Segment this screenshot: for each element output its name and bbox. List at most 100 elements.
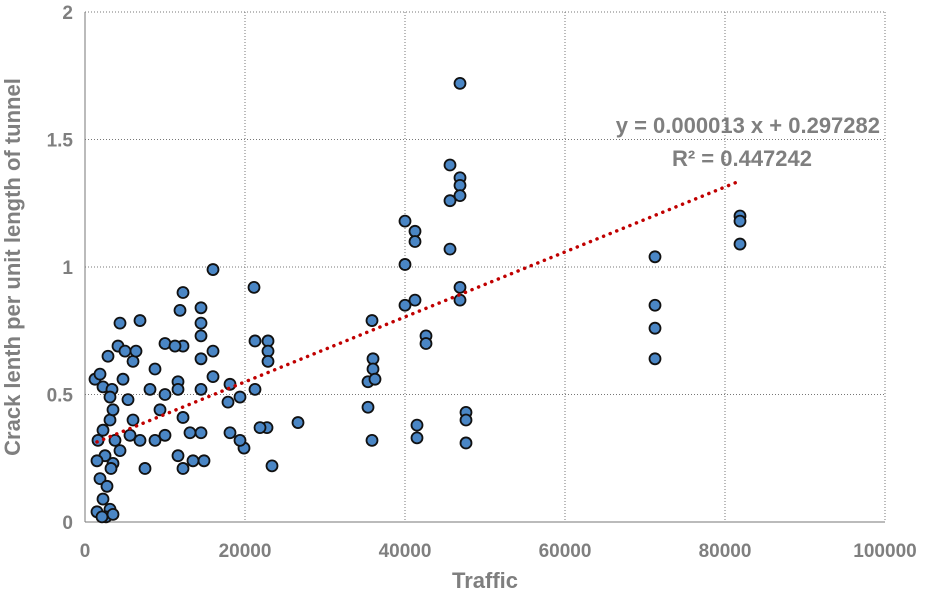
data-point xyxy=(261,354,275,368)
data-point xyxy=(93,367,107,381)
data-point xyxy=(176,286,190,299)
data-point xyxy=(171,449,185,463)
data-point xyxy=(96,423,110,437)
data-point xyxy=(410,418,424,432)
data-point xyxy=(247,280,261,294)
data-point xyxy=(206,344,220,358)
data-point xyxy=(103,390,117,404)
data-point xyxy=(113,316,127,330)
data-point xyxy=(366,362,380,376)
data-point xyxy=(733,237,747,251)
data-point xyxy=(361,400,375,414)
r-squared: R² = 0.447242 xyxy=(672,146,812,171)
data-point xyxy=(253,421,267,435)
data-point xyxy=(398,258,412,271)
y-axis-label: Crack lenth per unit length of tunnel xyxy=(0,78,25,456)
data-point xyxy=(398,214,412,228)
data-point xyxy=(648,352,662,366)
data-point xyxy=(398,298,412,312)
data-point xyxy=(365,433,379,447)
data-point xyxy=(116,372,130,386)
data-point xyxy=(113,444,127,458)
data-point xyxy=(176,411,190,424)
data-point xyxy=(206,370,220,384)
data-point xyxy=(121,393,135,407)
data-point xyxy=(126,354,140,368)
data-point xyxy=(443,242,457,256)
trendline xyxy=(95,180,739,444)
data-point xyxy=(248,334,262,348)
x-axis-label: Traffic xyxy=(452,568,518,593)
data-point xyxy=(95,510,109,524)
data-point xyxy=(453,280,467,294)
y-tick-label: 1.5 xyxy=(47,131,74,152)
data-point xyxy=(733,214,747,228)
data-point xyxy=(194,382,208,396)
data-point xyxy=(648,250,662,264)
data-point xyxy=(106,403,120,417)
data-point xyxy=(648,321,662,335)
data-point xyxy=(90,454,104,468)
data-point xyxy=(153,403,167,417)
data-point xyxy=(126,413,140,427)
data-point xyxy=(648,298,662,312)
data-point xyxy=(129,344,143,358)
x-tick-label: 100000 xyxy=(853,541,916,562)
data-point xyxy=(419,337,433,350)
data-point xyxy=(194,426,208,440)
x-tick-label: 40000 xyxy=(379,541,432,562)
data-point xyxy=(143,382,157,396)
data-point xyxy=(265,459,279,473)
data-point xyxy=(108,433,122,447)
data-point xyxy=(96,492,110,506)
data-point xyxy=(148,362,162,376)
data-point xyxy=(443,194,457,208)
data-point xyxy=(453,77,467,90)
data-point xyxy=(459,413,473,427)
data-point xyxy=(100,479,114,493)
data-point xyxy=(186,454,200,468)
trend-equation: y = 0.000013 x + 0.297282 xyxy=(616,113,880,138)
data-point xyxy=(93,472,107,486)
data-point xyxy=(206,263,220,276)
data-point xyxy=(194,316,208,330)
data-point xyxy=(133,314,147,327)
data-point xyxy=(197,454,211,468)
data-point xyxy=(194,329,208,343)
y-tick-label: 0 xyxy=(62,513,73,534)
data-point xyxy=(459,436,473,450)
data-point xyxy=(118,344,132,358)
data-point xyxy=(168,339,182,353)
data-point xyxy=(104,462,118,475)
data-point xyxy=(291,416,305,429)
data-point xyxy=(248,382,262,396)
data-point xyxy=(106,507,120,521)
data-point xyxy=(223,426,237,440)
data-point xyxy=(233,390,247,404)
data-point xyxy=(233,433,247,447)
data-point xyxy=(158,388,172,401)
y-tick-label: 0.5 xyxy=(47,386,74,407)
y-tick-label: 2 xyxy=(62,3,73,24)
x-tick-label: 0 xyxy=(80,541,91,562)
data-point xyxy=(183,426,197,440)
data-point xyxy=(133,433,147,447)
data-point xyxy=(453,189,467,203)
data-point xyxy=(194,301,208,315)
data-point xyxy=(365,314,379,327)
data-point xyxy=(408,235,422,248)
data-point xyxy=(408,293,422,307)
data-point xyxy=(443,158,457,172)
x-tick-label: 60000 xyxy=(539,541,592,562)
x-tick-label: 80000 xyxy=(699,541,752,562)
data-point xyxy=(221,395,235,409)
data-point xyxy=(158,428,172,442)
data-point xyxy=(194,352,208,366)
x-tick-label: 20000 xyxy=(219,541,272,562)
data-point xyxy=(103,413,117,427)
data-point xyxy=(101,349,115,363)
data-point xyxy=(173,303,187,317)
data-point xyxy=(171,382,185,396)
data-point xyxy=(410,431,424,445)
